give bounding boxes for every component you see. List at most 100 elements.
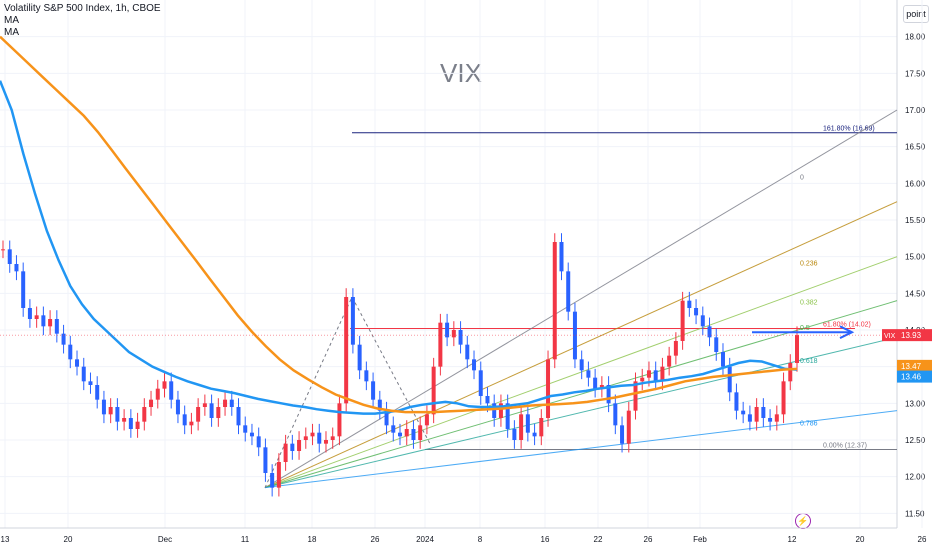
candle-body — [431, 366, 436, 415]
candle-body — [512, 429, 517, 440]
candle-body — [747, 414, 752, 422]
candle-body — [707, 326, 712, 338]
candle-body — [243, 425, 248, 433]
candle-body — [162, 381, 167, 389]
candle-body — [445, 322, 450, 338]
candle-body — [458, 330, 463, 345]
candle-body — [149, 399, 154, 407]
y-tick-label: 16.00 — [905, 179, 926, 188]
candle-body — [169, 381, 174, 400]
candle-body — [88, 381, 93, 385]
fan-line — [264, 201, 898, 489]
candle-body — [498, 403, 503, 418]
candle-body — [579, 359, 584, 371]
candle-body — [539, 418, 544, 437]
candle-body — [377, 399, 382, 411]
candle-body — [276, 462, 281, 488]
x-tick-label: 16 — [541, 535, 550, 544]
candle-body — [398, 432, 402, 437]
candle-body — [532, 432, 537, 437]
candle-body — [189, 421, 194, 426]
candle-body — [249, 432, 254, 437]
price-label-text: 13.93 — [901, 331, 922, 340]
candle-body — [478, 370, 483, 396]
candle-body — [61, 333, 66, 345]
candle-body — [418, 425, 423, 440]
fan-label: 0.618 — [800, 358, 818, 365]
candle-body — [270, 473, 275, 488]
candle-body — [572, 311, 577, 360]
candle-body — [687, 300, 692, 308]
x-tick-label: 22 — [594, 535, 603, 544]
candle-body — [525, 414, 530, 433]
candle-body — [646, 370, 651, 378]
x-tick-label: Dec — [158, 535, 172, 544]
candle-body — [774, 414, 779, 422]
candle-body — [795, 335, 799, 363]
x-tick-label: 26 — [371, 535, 380, 544]
candle-body — [357, 344, 362, 371]
candle-body — [451, 330, 456, 338]
candle-body — [371, 381, 376, 400]
candle-body — [290, 443, 295, 451]
candle-body — [75, 359, 80, 367]
fan-label: 0.5 — [800, 325, 810, 332]
candle-body — [404, 429, 409, 437]
candle-body — [714, 337, 719, 352]
candle-body — [492, 403, 497, 418]
candle-body — [552, 242, 557, 360]
candle-body — [424, 414, 429, 426]
candle-body — [754, 407, 759, 422]
ma-indicator-2[interactable]: MA — [4, 27, 19, 38]
candle-body — [317, 432, 322, 444]
candle-body — [27, 308, 32, 319]
x-tick-label: 20 — [64, 535, 73, 544]
candle-body — [546, 359, 551, 418]
fan-line — [264, 109, 898, 489]
candle-body — [108, 407, 113, 415]
y-tick-label: 17.50 — [905, 69, 926, 78]
fan-line — [264, 336, 898, 489]
x-tick-label: 12 — [788, 535, 797, 544]
candle-body — [653, 370, 658, 382]
x-tick-label: 8 — [478, 535, 483, 544]
candle-body — [465, 344, 470, 360]
candle-body — [175, 399, 180, 415]
moving-average-line — [0, 35, 798, 414]
candle-body — [673, 341, 678, 356]
candle-body — [606, 385, 611, 404]
symbol-title[interactable]: Volatility S&P 500 Index, 1h, CBOE — [4, 3, 161, 14]
candle-body — [115, 407, 120, 422]
candle-body — [613, 403, 618, 426]
candle-body — [1, 249, 5, 251]
candle-body — [344, 297, 349, 404]
fib-level-label: 61.80% (14.02) — [823, 322, 871, 329]
y-tick-label: 12.00 — [905, 473, 926, 482]
candle-body — [593, 377, 598, 389]
candle-body — [41, 315, 46, 327]
candle-body — [626, 410, 631, 444]
candle-body — [660, 366, 665, 382]
candle-body — [620, 425, 625, 444]
candle-body — [14, 264, 19, 272]
candle-body — [734, 392, 739, 411]
ma-indicator-1[interactable]: MA — [4, 15, 19, 26]
y-tick-label: 11.50 — [905, 509, 925, 518]
y-tick-label: 14.50 — [905, 289, 926, 298]
price-label-box — [897, 359, 932, 372]
candle-body — [337, 403, 342, 437]
candle-body — [323, 440, 328, 444]
symbol-tag-text: VIX — [884, 333, 896, 340]
candle-body — [95, 385, 100, 400]
candle-body — [781, 381, 786, 415]
candle-body — [142, 407, 147, 422]
candle-body — [667, 355, 672, 367]
candle-body — [788, 363, 793, 382]
candle-body — [566, 271, 571, 312]
candle-body — [485, 396, 490, 404]
candle-body — [34, 315, 39, 319]
candle-body — [263, 447, 268, 473]
x-tick-label: 13 — [1, 535, 10, 544]
